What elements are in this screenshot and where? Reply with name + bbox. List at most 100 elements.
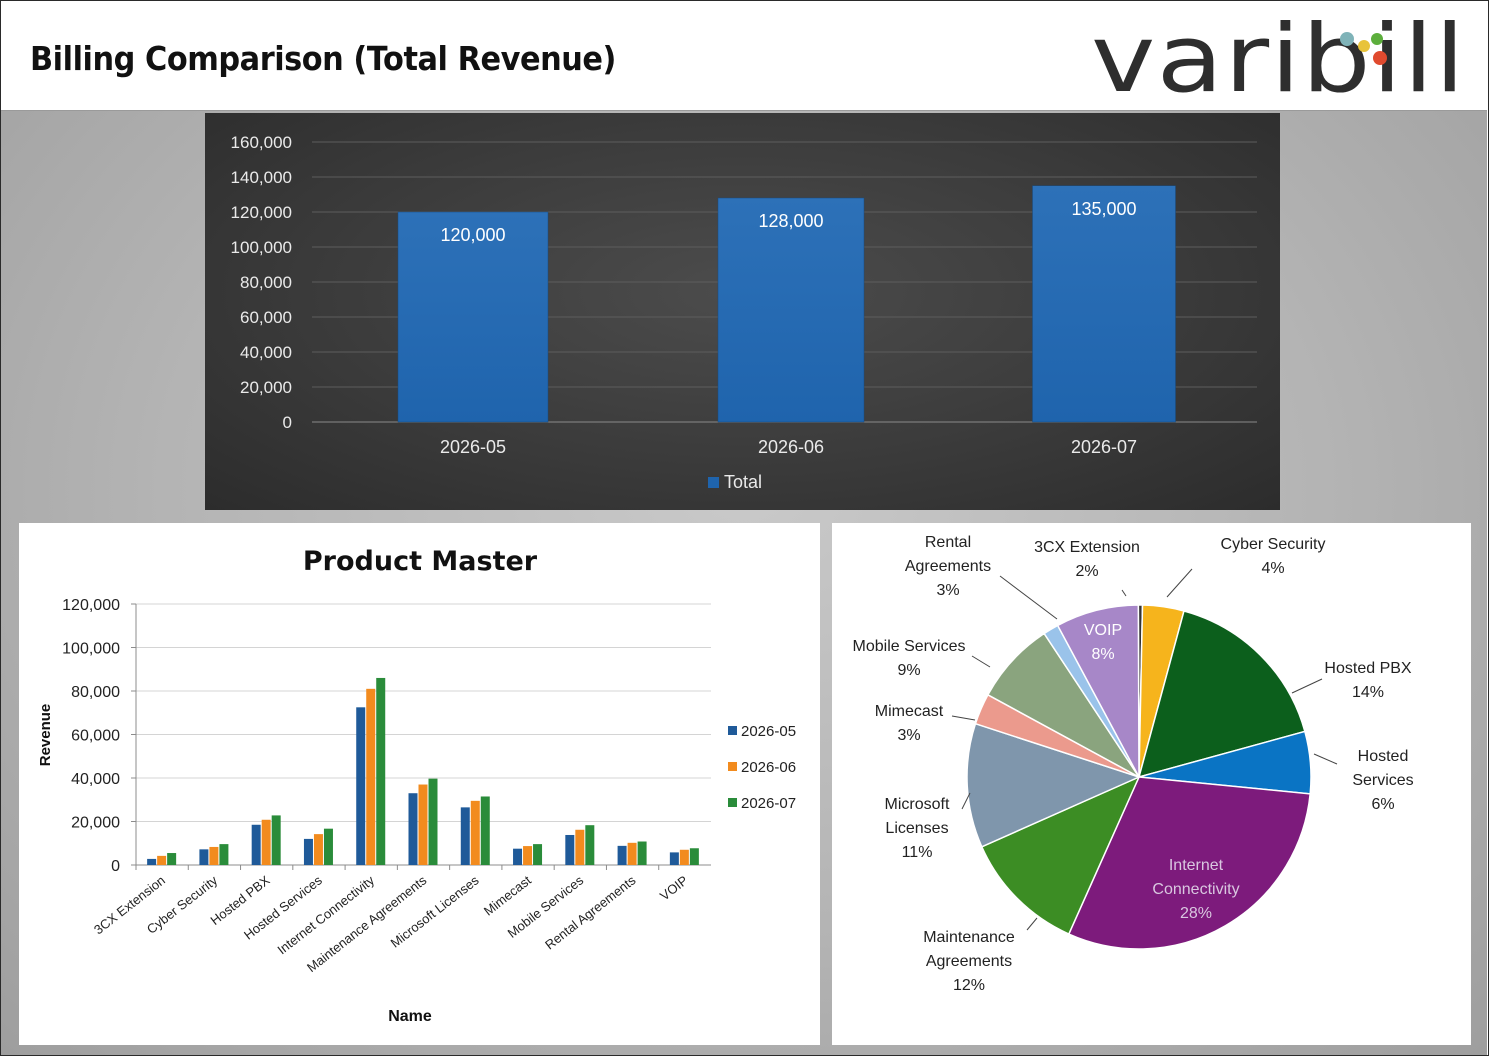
pie-label-line: Maintenance bbox=[923, 929, 1015, 946]
pie-label-line: Hosted bbox=[1358, 748, 1409, 765]
header: Billing Comparison (Total Revenue) varib… bbox=[1, 1, 1487, 111]
bar-microsoft-licenses-2026-07 bbox=[480, 796, 490, 865]
pie-label-line: 6% bbox=[1371, 796, 1394, 813]
pie-leader-line bbox=[1121, 589, 1127, 597]
pie-label-line: 11% bbox=[902, 844, 933, 861]
pie-label-line: 3% bbox=[936, 582, 959, 599]
bar-internet-connectivity-2026-07 bbox=[376, 677, 386, 865]
bar-total-2026-06 bbox=[717, 197, 865, 423]
pie-label-cyber-security: Cyber Security 4% bbox=[1221, 536, 1326, 577]
x-tick-label: Internet Connectivity bbox=[274, 872, 377, 957]
bar-cyber-security-2026-05 bbox=[199, 849, 209, 865]
bar-maintenance-agreements-2026-07 bbox=[428, 778, 438, 865]
pie-label-maintenance-agreements: Maintenance Agreements 12% bbox=[923, 929, 1015, 994]
bar-mimecast-2026-05 bbox=[513, 848, 523, 865]
bar-mobile-services-2026-07 bbox=[585, 825, 595, 865]
pie-label-mobile-services: Mobile Services 9% bbox=[853, 638, 966, 679]
legend-label: 2026-05 bbox=[741, 723, 796, 740]
bar-maintenance-agreements-2026-05 bbox=[408, 793, 418, 865]
pie-label-line: 14% bbox=[1352, 684, 1384, 701]
pie-leader-line bbox=[971, 655, 991, 668]
pie-leader-line bbox=[1291, 678, 1323, 694]
bar-microsoft-licenses-2026-06 bbox=[470, 800, 480, 865]
pie-slice-voip bbox=[1056, 604, 1140, 778]
y-tick-label: 60,000 bbox=[240, 308, 292, 327]
pie-slice-internet-connectivity bbox=[1067, 776, 1311, 950]
bar-internet-connectivity-2026-06 bbox=[366, 688, 376, 865]
pie-label-line: 12% bbox=[953, 977, 985, 994]
legend-label: 2026-07 bbox=[741, 795, 796, 812]
revenue-share-panel: 3CX Extension 2% Cyber Security 4% Hosted PB… bbox=[832, 523, 1471, 1045]
page-title: Billing Comparison (Total Revenue) bbox=[30, 39, 616, 78]
y-tick-label: 160,000 bbox=[231, 133, 292, 152]
pie-label-line: Licenses bbox=[885, 820, 948, 837]
pie-label-line: Agreements bbox=[926, 953, 1012, 970]
x-tick-label: VOIP bbox=[657, 873, 691, 904]
bar-microsoft-licenses-2026-05 bbox=[460, 807, 470, 865]
pie-leader-line bbox=[951, 715, 976, 721]
bar-total-2026-05 bbox=[397, 211, 549, 423]
bar-hosted-services-2026-05 bbox=[303, 838, 313, 865]
bar-hosted-services-2026-07 bbox=[323, 828, 333, 865]
bar-hosted-services-2026-06 bbox=[313, 834, 323, 865]
bar-mimecast-2026-06 bbox=[523, 846, 533, 865]
bar-value-label: 135,000 bbox=[1071, 199, 1136, 219]
y-tick-label: 20,000 bbox=[240, 378, 292, 397]
revenue-share-pie-svg: 3CX Extension 2% Cyber Security 4% Hosted PB… bbox=[853, 534, 1414, 994]
bar-3cx-extension-2026-06 bbox=[157, 855, 167, 865]
bar-mimecast-2026-07 bbox=[533, 844, 543, 865]
pie-slice-hosted-pbx bbox=[1137, 610, 1306, 779]
y-tick-label: 0 bbox=[283, 413, 292, 432]
pie-label-3cx-extension: 3CX Extension 2% bbox=[1034, 539, 1140, 580]
pie-label-line: 8% bbox=[1091, 646, 1114, 663]
bar-hosted-pbx-2026-06 bbox=[261, 819, 271, 865]
x-tick-label: 2026-06 bbox=[758, 437, 824, 457]
bar-rental-agreements-2026-07 bbox=[637, 841, 647, 865]
logo-wordmark: varibill bbox=[1091, 9, 1466, 101]
pie-label-internet-connectivity: Internet Connectivity 28% bbox=[1152, 857, 1239, 922]
legend-swatch-total bbox=[708, 477, 719, 488]
product-master-svg: Product Master 0 20,000 40,000 60,000 80,000 1… bbox=[37, 546, 796, 1025]
pie-label-line: 3CX Extension bbox=[1034, 539, 1140, 556]
y-tick-label: 120,000 bbox=[231, 203, 292, 222]
pie-label-line: 9% bbox=[897, 662, 920, 679]
pie-leader-line bbox=[1026, 917, 1038, 931]
bar-voip-2026-07 bbox=[689, 848, 699, 865]
pie-label-line: Mobile Services bbox=[853, 638, 966, 655]
y-tick-label: 0 bbox=[111, 858, 120, 875]
bar-mobile-services-2026-05 bbox=[565, 834, 575, 865]
y-tick-label: 60,000 bbox=[71, 728, 120, 745]
legend-label-total: Total bbox=[724, 472, 762, 492]
pie-leader-line bbox=[1166, 568, 1193, 598]
bar-3cx-extension-2026-05 bbox=[147, 858, 157, 865]
legend-swatch-2026-05 bbox=[728, 726, 737, 735]
bar-hosted-pbx-2026-07 bbox=[271, 815, 281, 865]
pie-leader-line bbox=[1313, 753, 1338, 765]
bar-rental-agreements-2026-05 bbox=[617, 845, 627, 865]
legend-swatch-2026-06 bbox=[728, 762, 737, 771]
pie-label-line: 28% bbox=[1180, 905, 1212, 922]
pie-leader-line bbox=[999, 575, 1058, 620]
pie-label-line: Hosted PBX bbox=[1324, 660, 1411, 677]
bar-rental-agreements-2026-06 bbox=[627, 842, 637, 865]
bar-voip-2026-06 bbox=[679, 849, 689, 865]
pie-label-line: VOIP bbox=[1084, 622, 1122, 639]
pie-label-hosted-pbx: Hosted PBX 14% bbox=[1324, 660, 1411, 701]
bar-cyber-security-2026-06 bbox=[209, 846, 219, 865]
pie-label-voip: VOIP 8% bbox=[1084, 622, 1122, 663]
pie-label-line: Agreements bbox=[905, 558, 991, 575]
pie-label-line: 2% bbox=[1075, 563, 1098, 580]
y-tick-label: 100,000 bbox=[62, 641, 120, 658]
y-tick-label: 20,000 bbox=[71, 815, 120, 832]
y-tick-label: 80,000 bbox=[71, 684, 120, 701]
pie-label-line: Connectivity bbox=[1152, 881, 1239, 898]
pie-label-rental-agreements: Rental Agreements 3% bbox=[905, 534, 991, 599]
y-tick-label: 120,000 bbox=[62, 597, 120, 614]
pie-label-line: Cyber Security bbox=[1221, 536, 1326, 553]
logo-dot-teal bbox=[1340, 32, 1354, 46]
y-tick-label: 40,000 bbox=[240, 343, 292, 362]
pie-label-line: 3% bbox=[897, 727, 920, 744]
pie-slice-microsoft-licenses bbox=[966, 722, 1142, 848]
varibill-logo: varibill bbox=[1091, 9, 1466, 101]
pie-label-line: Services bbox=[1352, 772, 1413, 789]
